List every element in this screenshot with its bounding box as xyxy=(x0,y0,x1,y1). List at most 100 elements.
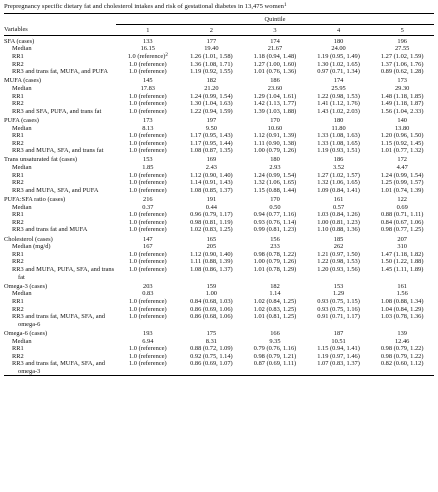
cell: 153 xyxy=(143,156,153,164)
cell-text: 23.60 xyxy=(267,84,283,92)
group-row: PUFA:SFA ratio (cases) 216 191 170 161 122 xyxy=(4,194,434,203)
cell-text: 0.88 (0.71, 1.11) xyxy=(381,211,424,219)
cell: 1.85 xyxy=(116,164,180,172)
column-header: 4 xyxy=(306,24,371,37)
row-label: PUFA:SFA ratio (cases) xyxy=(4,196,66,204)
cell: 1.22 (0.94, 1.59) xyxy=(180,108,244,116)
row: RR1 1.0 (reference) 1.17 (0.95, 1.43) 1.12 … xyxy=(4,132,434,140)
cell-text: 0.92 (0.75, 1.14) xyxy=(190,352,233,360)
cell: 216 xyxy=(143,196,153,204)
cell-text: 1.12 (0.91, 1.39) xyxy=(253,132,297,140)
cell: 0.99 (0.81, 1.23) xyxy=(243,226,307,234)
cell: 0.86 (0.68, 1.06) xyxy=(180,313,244,328)
cell-text: 1.02 (0.83, 1.25) xyxy=(253,305,297,313)
cell-text: 24.00 xyxy=(331,45,346,53)
spanner: Quintile xyxy=(116,13,434,25)
cell: 6.94 xyxy=(116,338,180,346)
cell: 193 xyxy=(143,329,153,337)
cell: 1.27 (1.02, 1.59) xyxy=(370,53,434,61)
cell: 140 xyxy=(397,116,407,124)
cell-text: 1.01 (0.77, 1.32) xyxy=(380,147,424,155)
page: Prepregnancy specific dietary fat and ch… xyxy=(4,3,434,377)
cell: 1.24 (0.99, 1.54) xyxy=(243,172,307,180)
cell: 1.20 (0.96, 1.50) xyxy=(370,132,434,140)
cell-text: 0.98 (0.81, 1.19) xyxy=(190,218,233,226)
cell: 1.0 (reference) xyxy=(116,179,180,187)
cell: 1.19 (0.95, 1.49) xyxy=(307,53,371,61)
cell: 139 xyxy=(397,329,407,337)
cell: 1.42 (1.13, 1.77) xyxy=(243,100,307,108)
row-label: RR2 xyxy=(12,305,24,313)
cell-text: 0.91 (0.71, 1.17) xyxy=(317,313,360,321)
cell-text: 1.50 (1.22, 1.88) xyxy=(380,258,424,266)
cell: 0.87 (0.69, 1.11) xyxy=(243,360,307,377)
cell-text: 21.20 xyxy=(204,84,219,92)
cell-text: 2.93 xyxy=(269,164,281,172)
cell: 1.04 (0.84, 1.29) xyxy=(370,306,434,314)
row-label: RR1 xyxy=(12,297,24,305)
cell: 1.0 (reference) xyxy=(116,187,180,195)
cell: 8.31 xyxy=(180,338,244,346)
title-text: Prepregnancy specific dietary fat and ch… xyxy=(4,3,284,10)
cell-text: 1.36 (1.08, 1.71) xyxy=(190,60,233,68)
cell-text: 1.24 (0.99, 1.54) xyxy=(190,92,233,100)
cell: 133 xyxy=(143,37,153,45)
row: RR1 1.0 (reference) 0.84 (0.68, 1.03) 1.02 … xyxy=(4,298,434,306)
cell: 122 xyxy=(397,196,407,204)
cell: 185 xyxy=(333,235,344,243)
cell-text: 1.26 (1.01, 1.58) xyxy=(190,52,233,60)
cell: 21.20 xyxy=(180,85,244,93)
row-label: RR2 xyxy=(12,179,24,187)
cell: 207 xyxy=(397,235,407,243)
row-label: RR2 xyxy=(12,100,24,108)
cell: 0.83 xyxy=(116,290,180,298)
cell: 1.24 (0.99, 1.54) xyxy=(370,172,434,180)
cell-text: 1.20 (0.93, 1.56) xyxy=(317,265,360,273)
cell-text: 0.69 xyxy=(396,203,408,211)
cell: 1.0 (reference) xyxy=(116,132,180,140)
cell: 1.45 (1.11, 1.89) xyxy=(370,266,434,281)
cell-text: 1.0 (reference) xyxy=(128,352,167,360)
cell: 1.01 (0.81, 1.25) xyxy=(243,313,307,328)
cell-text: 1.41 (1.12, 1.76) xyxy=(317,100,360,108)
cell: 205 xyxy=(180,243,244,251)
cell: 1.0 (reference) xyxy=(116,298,180,306)
cell-text: 1.39 (1.03, 1.88) xyxy=(253,107,297,115)
cell: 10.51 xyxy=(307,338,371,346)
cell: 0.92 (0.75, 1.14) xyxy=(180,353,244,361)
cell-text: 0.44 xyxy=(205,203,217,211)
cell: 1.18 (0.94, 1.48) xyxy=(243,53,307,61)
cell-text: 1.32 (1.06, 1.65) xyxy=(253,179,297,187)
cell: 174 xyxy=(333,77,344,85)
cell-text: 1.56 xyxy=(396,290,408,298)
cell: 1.08 (0.86, 1.37) xyxy=(180,266,244,281)
row: RR3 and SFA, PUFA, and trans fat 1.0 (ref… xyxy=(4,108,434,116)
cell: 29.30 xyxy=(370,85,434,93)
cell: 1.08 (0.87, 1.35) xyxy=(180,147,244,155)
cell: 1.19 (0.93, 1.51) xyxy=(307,147,371,155)
row-label: Median xyxy=(12,124,32,132)
cell: 1.29 xyxy=(307,290,371,298)
cell-text: 1.09 (0.84, 1.41) xyxy=(317,186,360,194)
cell: 0.98 (0.77, 1.25) xyxy=(370,226,434,234)
cell-text: 1.0 (reference) xyxy=(128,60,167,68)
cell: 1.11 (0.90, 1.38) xyxy=(243,140,307,148)
group-row: PUFA (cases) 173 197 170 180 140 xyxy=(4,115,434,124)
cell: 191 xyxy=(206,196,217,204)
cell-text: 1.0 (reference) xyxy=(128,305,167,313)
cell: 1.47 (1.18, 1.82) xyxy=(370,251,434,259)
cell: 27.55 xyxy=(370,45,434,53)
cell: 165 xyxy=(206,235,217,243)
cell-text: 21.67 xyxy=(267,45,283,53)
cell: 3.52 xyxy=(307,164,371,172)
cell: 1.12 (0.90, 1.40) xyxy=(180,251,244,259)
row-label: RR1 xyxy=(12,171,24,179)
cell-text: 0.93 (0.75, 1.16) xyxy=(317,305,360,313)
cell-text: 0.87 (0.69, 1.11) xyxy=(253,360,297,368)
row: Median 8.13 9.50 10.60 11.80 13.80 xyxy=(4,125,434,133)
cell: 1.0 (reference)2 xyxy=(116,53,180,61)
cell-text: 1.08 (0.85, 1.37) xyxy=(190,186,233,194)
cell: 13.80 xyxy=(370,125,434,133)
cell-text: 1.07 (0.83, 1.37) xyxy=(317,360,360,368)
cell-text: 1.33 (1.08, 1.63) xyxy=(317,132,360,140)
